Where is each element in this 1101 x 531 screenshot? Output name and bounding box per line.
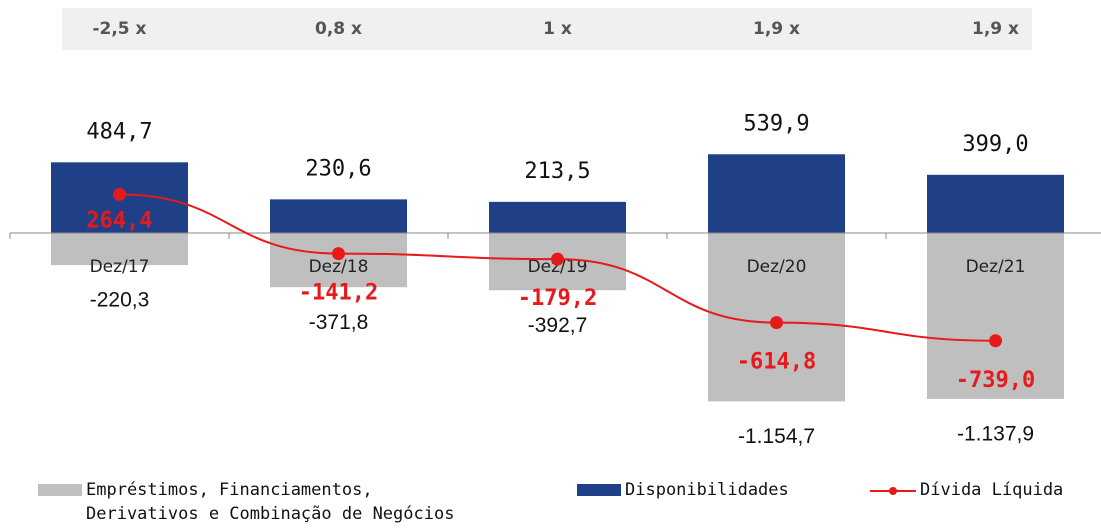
legend-item: Empréstimos, Financiamentos, Derivativos…	[38, 478, 454, 526]
bar	[927, 233, 1064, 399]
x-tick-label: Dez/21	[966, 257, 1026, 277]
bar	[927, 174, 1064, 233]
bar	[51, 233, 188, 266]
value-label: 264,4	[86, 208, 152, 233]
ratio-label: 0,8 x	[315, 19, 362, 39]
bar	[270, 199, 407, 233]
value-label: 484,7	[86, 119, 152, 144]
x-tick-label: Dez/17	[90, 257, 150, 277]
bar	[489, 201, 626, 233]
x-tick-label: Dez/20	[747, 257, 807, 277]
value-label: -1.137,9	[957, 422, 1034, 445]
legend-item: Dívida Líquida	[870, 478, 1063, 503]
value-label: -179,2	[518, 286, 597, 311]
value-label: -371,8	[309, 311, 369, 334]
value-label: -141,2	[299, 281, 378, 306]
ratio-label: 1 x	[543, 19, 572, 39]
line-point	[989, 334, 1002, 348]
bar	[708, 154, 845, 233]
value-label: 213,5	[524, 159, 590, 184]
legend-label: Disponibilidades	[625, 480, 789, 500]
value-label: -614,8	[737, 350, 816, 375]
value-label: -220,3	[90, 289, 150, 312]
value-label: 230,6	[305, 156, 371, 181]
legend-swatch	[38, 484, 82, 496]
line-point	[551, 252, 564, 266]
legend-item: Disponibilidades	[577, 478, 789, 502]
legend-swatch	[870, 483, 916, 503]
line-point	[770, 316, 783, 330]
ratio-label: -2,5 x	[92, 19, 146, 39]
line-point	[113, 187, 126, 201]
bar	[270, 233, 407, 288]
x-tick-label: Dez/18	[309, 257, 369, 277]
legend-label: Empréstimos, Financiamentos, Derivativos…	[86, 480, 455, 524]
x-tick-label: Dez/19	[528, 257, 588, 277]
ratio-label: 1,9 x	[753, 19, 800, 39]
value-label: 399,0	[962, 132, 1028, 157]
value-label: -392,7	[528, 314, 588, 337]
value-label: 539,9	[743, 111, 809, 136]
value-label: -739,0	[956, 368, 1035, 393]
ratio-label: 1,9 x	[972, 19, 1019, 39]
ratio-band	[62, 8, 1032, 50]
legend-label: Dívida Líquida	[920, 480, 1064, 500]
line-point	[332, 247, 345, 261]
value-label: -1.154,7	[738, 425, 815, 448]
legend-swatch	[577, 484, 621, 496]
